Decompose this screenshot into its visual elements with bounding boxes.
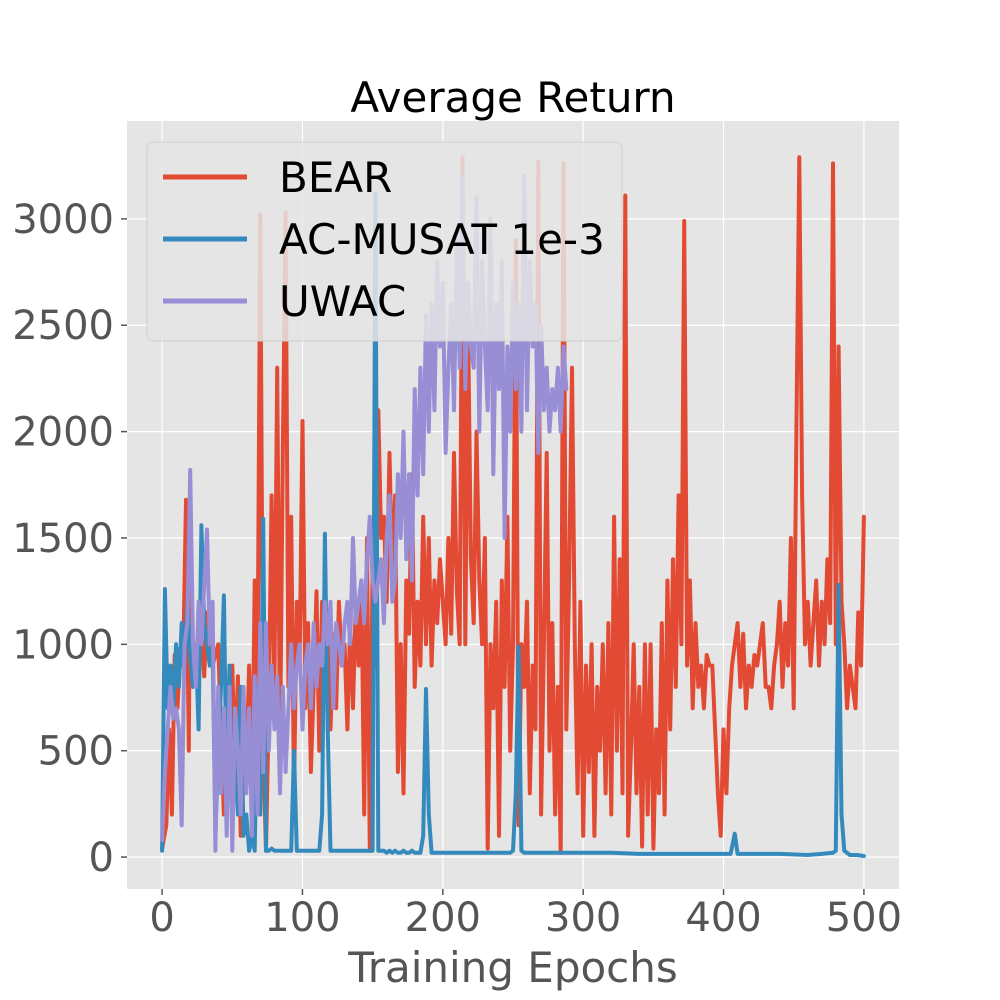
y-tick-label: 500 xyxy=(38,729,114,775)
series-line-0 xyxy=(160,155,866,855)
x-tick-label: 400 xyxy=(685,895,761,941)
y-tick-label: 2500 xyxy=(12,303,114,349)
y-tick-label: 1000 xyxy=(12,622,114,668)
x-tick-label: 300 xyxy=(545,895,621,941)
legend-box xyxy=(146,141,623,342)
legend-label-0: BEAR xyxy=(279,153,392,202)
y-tick-label: 1500 xyxy=(12,516,114,562)
y-tick-label: 0 xyxy=(89,835,114,881)
chart-title: Average Return xyxy=(350,73,675,122)
legend-label-1: AC-MUSAT 1e-3 xyxy=(279,215,605,264)
y-tick-label: 2000 xyxy=(12,410,114,456)
x-tick-label: 0 xyxy=(149,895,174,941)
x-tick-label: 500 xyxy=(826,895,902,941)
x-tick-label: 100 xyxy=(264,895,340,941)
legend[interactable]: BEAR AC-MUSAT 1e-3 UWAC xyxy=(146,141,623,342)
y-tick-labels: 0 500 1000 1500 2000 2500 3000 xyxy=(12,197,127,881)
x-axis-label: Training Epochs xyxy=(347,943,678,992)
y-tick-label: 3000 xyxy=(12,197,114,243)
series-lines xyxy=(160,155,866,858)
x-tick-labels: 0 100 200 300 400 500 xyxy=(149,889,902,941)
legend-label-2: UWAC xyxy=(279,277,406,326)
x-tick-label: 200 xyxy=(405,895,481,941)
series-line-2 xyxy=(160,174,569,853)
